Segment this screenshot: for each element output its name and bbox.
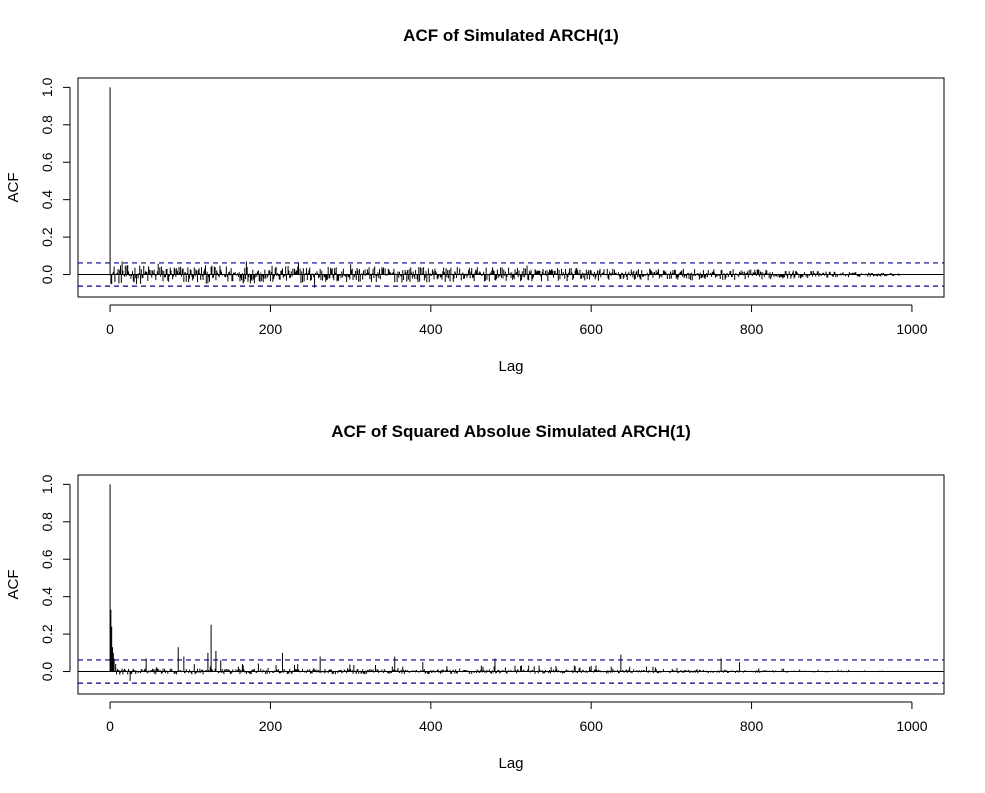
x-tick-label: 400 [419,321,443,337]
y-tick-label: 0.6 [39,152,55,172]
y-tick-label: 0.0 [39,265,55,285]
y-tick-label: 0.2 [39,624,55,644]
x-tick-label: 0 [106,321,114,337]
chart-title: ACF of Simulated ARCH(1) [403,26,619,45]
x-axis-label: Lag [498,755,523,772]
x-tick-label: 1000 [896,718,927,734]
x-tick-label: 600 [580,321,604,337]
acf-panel-simulated: ACF of Simulated ARCH(1) Lag ACF 0 200 400 600… [5,26,945,375]
y-tick-label: 0.6 [39,549,55,569]
y-axis: 0.0 0.2 0.4 0.6 0.8 1.0 [39,474,71,682]
y-tick-label: 0.0 [39,662,55,682]
y-axis: 0.0 0.2 0.4 0.6 0.8 1.0 [39,77,71,285]
plot-frame [77,77,945,298]
x-tick-label: 800 [740,321,764,337]
acf-panel-squared: ACF of Squared Absolue Simulated ARCH(1)… [5,422,945,772]
y-axis-label: ACF [5,173,22,203]
x-tick-label: 200 [259,321,283,337]
x-tick-label: 400 [419,718,443,734]
x-tick-label: 1000 [896,321,927,337]
y-tick-label: 0.8 [39,115,55,135]
x-tick-label: 0 [106,718,114,734]
plot-frame [77,474,945,695]
y-tick-label: 1.0 [39,77,55,97]
y-tick-label: 0.8 [39,512,55,532]
plot-area [78,484,944,684]
acf-bars [109,87,901,288]
x-axis-label: Lag [498,358,523,375]
chart-title: ACF of Squared Absolue Simulated ARCH(1) [331,422,691,441]
x-axis: 0 200 400 600 800 1000 [106,701,928,734]
y-tick-label: 1.0 [39,474,55,494]
x-axis: 0 200 400 600 800 1000 [106,304,928,337]
y-tick-label: 0.4 [39,587,55,607]
acf-bars [109,484,905,681]
y-axis-label: ACF [5,570,22,600]
y-tick-label: 0.2 [39,227,55,247]
x-tick-label: 600 [580,718,604,734]
x-tick-label: 200 [259,718,283,734]
x-tick-label: 800 [740,718,764,734]
y-tick-label: 0.4 [39,190,55,210]
plot-area [78,87,944,288]
